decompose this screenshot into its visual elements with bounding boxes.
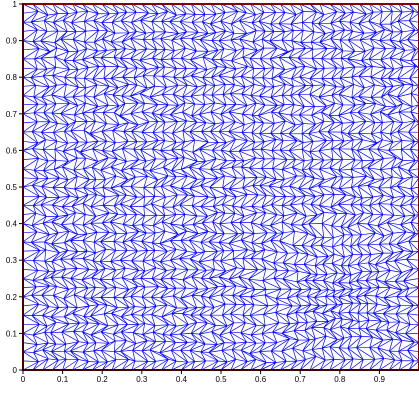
x-tick-label: 0.7	[295, 375, 307, 384]
mesh-triangles	[22, 3, 419, 371]
y-tick-label: 0.9	[6, 37, 18, 46]
x-tick-label: 0.6	[255, 375, 267, 384]
x-tick-label: 0.3	[136, 375, 148, 384]
x-tick-label: 0.4	[176, 375, 188, 384]
x-tick-label: 0.5	[215, 375, 227, 384]
x-axis-ticks: 0 0.1 0.2 0.3 0.4 0.5 0.6 0.7 0.8 0.9	[21, 370, 386, 384]
y-tick-label: 0.7	[6, 110, 18, 119]
axes: 0 0.1 0.2 0.3 0.4 0.5 0.6 0.7 0.8 0.9 00.10.20.30…	[6, 0, 419, 384]
x-tick-label: 0.2	[97, 375, 109, 384]
y-tick-label: 0.8	[6, 73, 18, 82]
x-tick-label: 0.8	[334, 375, 346, 384]
y-tick-label: 1	[13, 0, 18, 9]
y-axis-ticks: 0 0.1 0.2 0.3 0.4 0.5 0.6 0.7 0.8 0.9 1	[6, 0, 23, 375]
y-tick-label: 0.5	[6, 183, 18, 192]
x-tick-label: 0.9	[374, 375, 386, 384]
mesh-edges	[22, 3, 419, 371]
x-tick-label: 0	[21, 375, 26, 384]
y-tick-label: 0.1	[6, 329, 18, 338]
y-tick-label: 0.4	[6, 220, 18, 229]
x-tick-label: 0.1	[57, 375, 69, 384]
y-tick-label: 0.6	[6, 146, 18, 155]
y-tick-label: 0	[13, 366, 18, 375]
y-tick-label: 0.2	[6, 293, 18, 302]
y-tick-label: 0.3	[6, 256, 18, 265]
